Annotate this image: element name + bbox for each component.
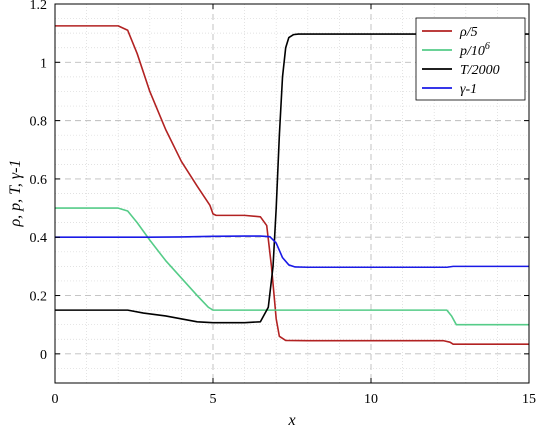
series-line-1: [55, 25, 529, 346]
y-tick-label: 1: [40, 56, 47, 71]
x-tick-label: 0: [52, 392, 59, 407]
y-tick-label: 0.2: [30, 290, 48, 305]
ticks: 0 5 10 15 0 0.2 0.4 0.6 0.8 1 1.2: [30, 0, 537, 407]
plot-frame: [54, 3, 530, 384]
y-tick-label: 0.8: [30, 115, 48, 130]
y-tick-label: 0: [40, 348, 47, 363]
legend-label: p/106: [459, 41, 490, 59]
y-axis-label: ρ, p, T, γ-1: [7, 159, 24, 227]
x-tick-label: 15: [522, 392, 536, 407]
legend-label: ρ/5: [459, 25, 478, 40]
series-line-4: [55, 235, 529, 269]
series-line-2: [55, 207, 529, 326]
y-tick-label: 0.6: [30, 173, 48, 188]
legend-label: γ-1: [460, 82, 477, 97]
x-tick-label: 5: [210, 392, 217, 407]
x-axis-label: x: [287, 412, 295, 429]
legend: ρ/5p/106 T/2000 γ-1: [415, 17, 526, 101]
y-tick-label: 1.2: [30, 0, 48, 13]
y-tick-label: 0.4: [30, 231, 48, 246]
legend-label: T/2000: [460, 63, 500, 78]
series-layer: [55, 25, 529, 346]
series-line-3: [55, 33, 529, 324]
x-tick-label: 10: [364, 392, 378, 407]
